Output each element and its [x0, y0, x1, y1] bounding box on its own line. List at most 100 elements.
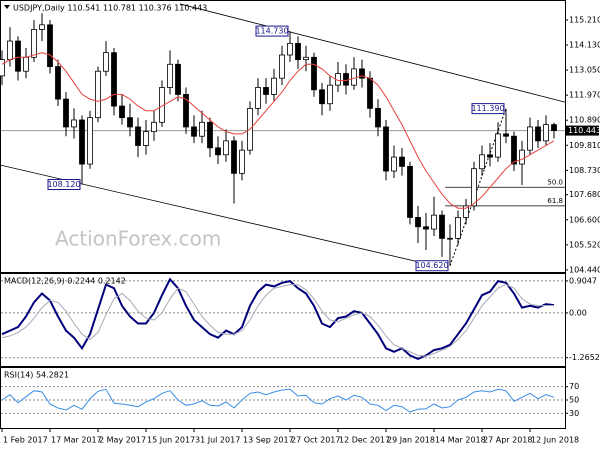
- candle-body: [215, 147, 221, 156]
- x-tick-label: 15 Jun 2017: [147, 436, 195, 445]
- annotation-box: [47, 178, 81, 190]
- candle-body: [183, 94, 189, 128]
- candle-body: [271, 77, 277, 95]
- x-tick-label: 29 Jan 2018: [387, 436, 435, 445]
- annotation-box: [255, 25, 289, 37]
- candle-body: [343, 73, 349, 86]
- candle-body: [295, 42, 301, 61]
- price-panel: [0, 0, 566, 273]
- indicator-line: [1, 284, 554, 357]
- candle-body: [551, 124, 557, 131]
- candle-body: [415, 217, 421, 228]
- macd-title: MACD(12,26,9) 0.2244 0.2142: [4, 277, 126, 286]
- y-tick-label: 109.810: [569, 141, 600, 150]
- y-tick-label: 113.050: [569, 66, 600, 75]
- candle-body: [263, 87, 269, 95]
- candle-body: [119, 105, 125, 119]
- indicator-line: [1, 277, 555, 360]
- x-tick-label: 31 Jul 2017: [195, 436, 240, 445]
- y-tick-label: 111.970: [569, 91, 600, 100]
- annotation-label: 104.620: [415, 261, 448, 270]
- candle-body: [519, 149, 525, 165]
- candle-body: [471, 168, 477, 207]
- y-tick-label: 115.210: [569, 15, 600, 24]
- candle-body: [383, 126, 389, 172]
- candle-body: [463, 205, 469, 218]
- candle-body: [535, 126, 541, 142]
- y-tick-label: -1.2652: [569, 353, 600, 362]
- trendline: [179, 3, 566, 103]
- y-tick-label: 30: [569, 409, 579, 418]
- rsi-panel: [0, 367, 566, 429]
- y-tick-label: 70: [569, 382, 579, 391]
- y-tick-label: 110.890: [569, 116, 600, 125]
- candle-body: [103, 52, 109, 72]
- candle-body: [15, 40, 21, 72]
- annotation-box: [471, 103, 505, 115]
- candle-body: [135, 126, 141, 146]
- y-tick-label: 108.730: [569, 166, 600, 175]
- candle-body: [199, 121, 205, 137]
- candle-body: [143, 131, 149, 146]
- moving-average: [1, 52, 555, 209]
- candle-body: [223, 140, 229, 156]
- rsi-title: RSI(14) 54.2821: [4, 371, 69, 380]
- candle-body: [431, 214, 437, 230]
- annotation-box: [415, 260, 449, 272]
- candle-body: [407, 165, 413, 218]
- candle-body: [63, 98, 69, 128]
- candle-body: [95, 70, 101, 119]
- candle-body: [527, 126, 533, 151]
- y-tick-label: 114.130: [569, 41, 600, 50]
- candle-body: [391, 156, 397, 172]
- candle-body: [207, 121, 213, 149]
- candle-body: [495, 133, 501, 158]
- x-tick-label: 12 Dec 2017: [339, 436, 390, 445]
- candle-body: [439, 214, 445, 239]
- candle-body: [175, 63, 181, 95]
- title-marker: [4, 5, 10, 9]
- x-tick-label: 13 Sep 2017: [243, 436, 294, 445]
- candle-body: [367, 77, 373, 109]
- y-tick-label: 106.600: [569, 215, 600, 224]
- candle-body: [0, 59, 5, 77]
- x-tick-label: 14 Mar 2018: [435, 436, 486, 445]
- candle-body: [127, 117, 133, 128]
- annotation-label: 111.390: [471, 104, 504, 113]
- candle-body: [231, 140, 237, 174]
- x-tick-label: 27 Oct 2017: [291, 436, 340, 445]
- candle-body: [327, 84, 333, 105]
- candle-body: [39, 24, 45, 30]
- candle-body: [359, 68, 365, 79]
- macd-panel: [0, 273, 566, 367]
- candle-body: [151, 121, 157, 132]
- y-tick-label: 105.520: [569, 240, 600, 249]
- candle-body: [167, 63, 173, 88]
- candle-body: [311, 56, 317, 91]
- fib-label: 61.8: [547, 197, 563, 205]
- candle-body: [191, 126, 197, 137]
- candle-body: [7, 40, 13, 61]
- candle-body: [511, 135, 517, 165]
- annotation-label: 114.730: [255, 27, 288, 36]
- x-tick-label: 1 Feb 2017: [3, 436, 48, 445]
- y-tick-label: 107.680: [569, 190, 600, 199]
- candle-body: [71, 119, 77, 128]
- candle-body: [399, 156, 405, 167]
- candle-body: [447, 237, 453, 240]
- chart-title: USDJPY,Daily 110.541 110.781 110.376 110…: [13, 4, 207, 13]
- candle-body: [255, 87, 261, 109]
- candle-body: [111, 52, 117, 107]
- candle-body: [543, 124, 549, 142]
- annotation-label: 108.120: [47, 180, 80, 189]
- x-tick-label: 12 Jun 2018: [531, 436, 579, 445]
- candle-body: [503, 133, 509, 137]
- x-tick-label: 17 Mar 2017: [51, 436, 102, 445]
- candle-body: [319, 89, 325, 105]
- candle-body: [287, 42, 293, 56]
- fib-label: 50.0: [547, 178, 563, 186]
- x-tick-label: 2 May 2017: [99, 436, 146, 445]
- x-tick-label: 27 Apr 2018: [483, 436, 532, 445]
- last-price-tag: [565, 125, 599, 136]
